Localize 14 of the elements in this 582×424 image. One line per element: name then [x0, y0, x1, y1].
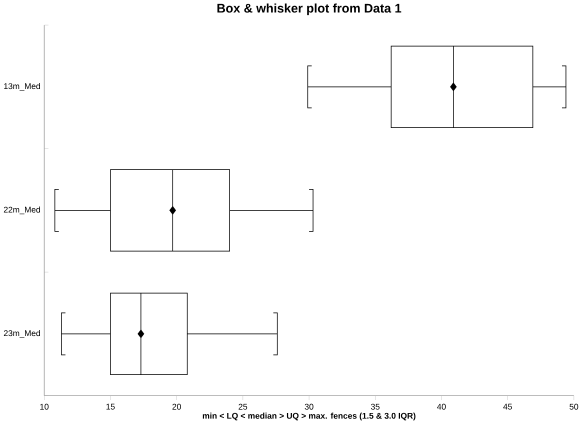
x-tick-label: 30 [304, 404, 314, 410]
x-tick-label: 50 [570, 404, 578, 410]
x-tick-label: 20 [172, 404, 181, 410]
y-tick-label: 23m_Med [4, 330, 40, 338]
x-tick-label: 35 [370, 404, 380, 410]
y-tick-label: 13m_Med [4, 83, 40, 91]
x-tick-label: 40 [437, 404, 446, 410]
x-tick-label: 45 [503, 404, 512, 410]
x-tick-label: 15 [106, 404, 115, 410]
x-axis-title: min < LQ < median > UQ > max. fences (1.5 & 3.0 IQR) [202, 412, 416, 420]
y-tick-label: 22m_Med [4, 206, 40, 214]
x-tick-label: 25 [238, 404, 248, 410]
chart-title: Box & whisker plot from Data 1 [217, 4, 402, 16]
x-tick-label: 10 [40, 404, 49, 410]
